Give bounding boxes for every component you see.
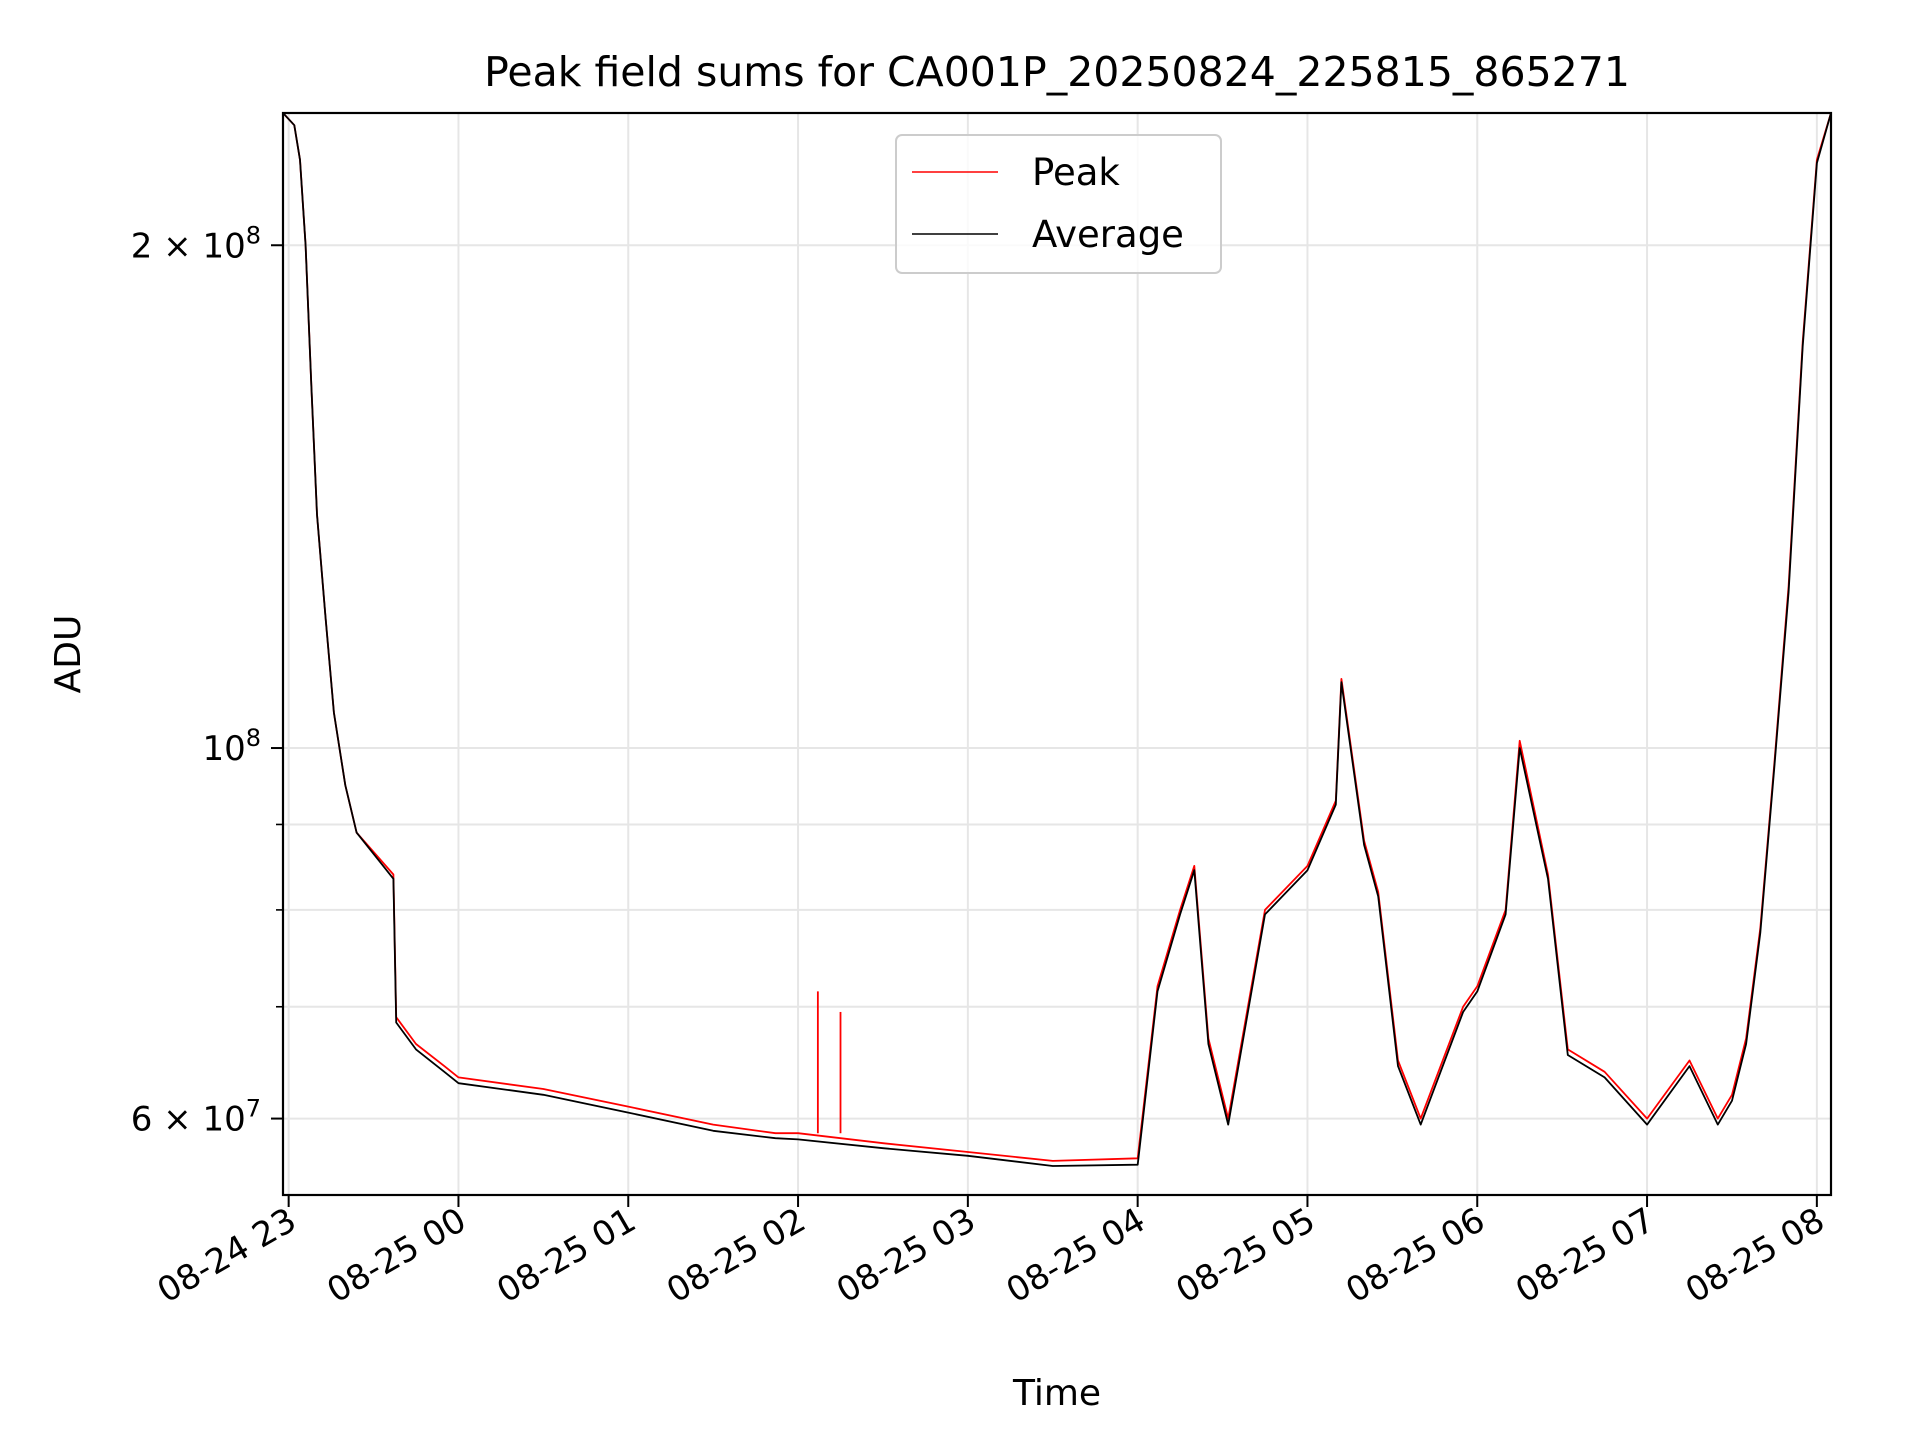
- legend: Peak Average: [895, 134, 1222, 274]
- y-tick-label: 6 × 107: [131, 1095, 261, 1140]
- x-axis-label: Time: [1012, 1373, 1101, 1414]
- y-axis-label: ADU: [48, 615, 89, 694]
- grid-lines: [283, 113, 1831, 1195]
- plot-frame: [281, 111, 1833, 1197]
- y-tick-label: 2 × 108: [131, 221, 261, 266]
- y-tick-label: 108: [202, 724, 261, 769]
- legend-label-average: Average: [1032, 213, 1184, 256]
- y-axis-ticks: 6 × 107 108 2 × 108: [131, 221, 283, 1140]
- chart-title: Peak field sums for CA001P_20250824_2258…: [484, 48, 1630, 96]
- legend-box: [895, 134, 1222, 274]
- legend-label-peak: Peak: [1032, 151, 1120, 194]
- series-lines: [282, 112, 1832, 1167]
- series-line-average: [282, 112, 1832, 1167]
